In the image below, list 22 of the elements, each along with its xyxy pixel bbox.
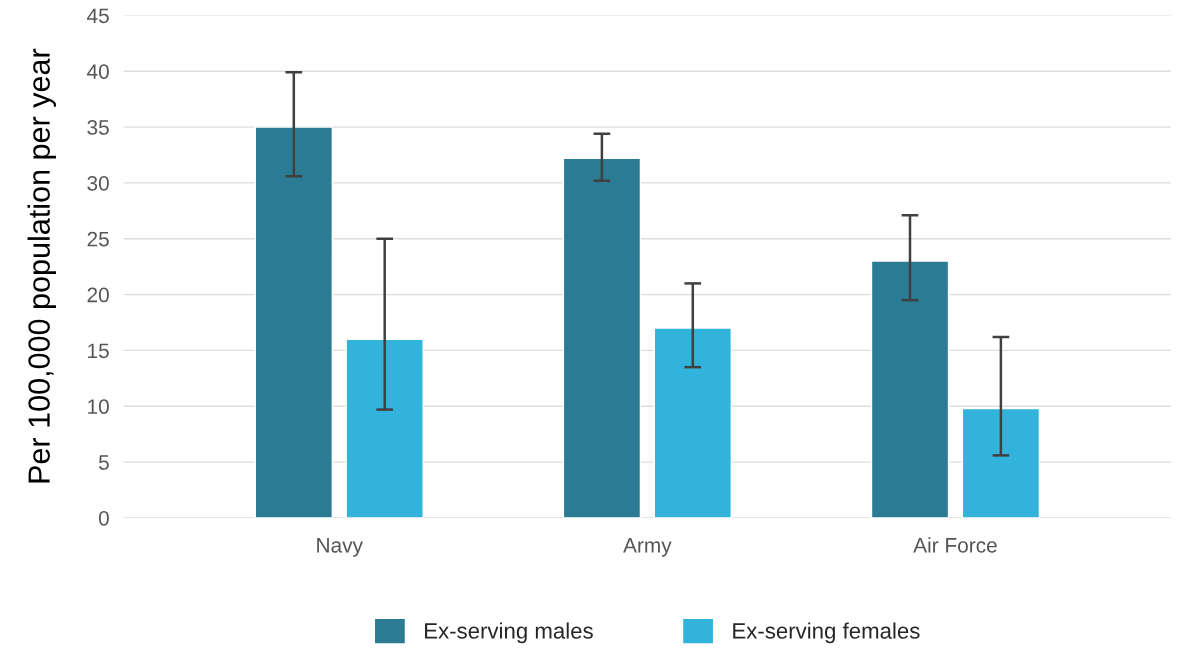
legend-label: Ex-serving males bbox=[425, 622, 593, 644]
bar bbox=[961, 407, 1041, 518]
y-tick-label: 45 bbox=[87, 8, 109, 24]
y-tick-label: 40 bbox=[87, 64, 109, 79]
y-axis-title: Per 100,000 population per year bbox=[27, 48, 56, 483]
y-tick-label: 15 bbox=[88, 343, 109, 359]
y-tick-label: 0 bbox=[98, 510, 109, 526]
bar bbox=[653, 327, 733, 518]
x-tick-label: Army bbox=[623, 538, 672, 557]
y-tick-label: 5 bbox=[98, 455, 109, 470]
y-tick-label: 30 bbox=[87, 175, 109, 191]
bar bbox=[562, 157, 642, 518]
x-tick-label: Navy bbox=[317, 538, 363, 557]
legend-label: Ex-serving females bbox=[733, 622, 920, 644]
y-tick-label: 35 bbox=[87, 120, 109, 135]
x-tick-label: Air Force bbox=[913, 537, 997, 553]
y-tick-label: 10 bbox=[88, 399, 109, 414]
bar bbox=[870, 260, 950, 518]
y-tick-label: 25 bbox=[87, 231, 109, 247]
bar bbox=[254, 126, 334, 518]
y-tick-label: 20 bbox=[87, 287, 109, 303]
bar bbox=[345, 338, 424, 518]
